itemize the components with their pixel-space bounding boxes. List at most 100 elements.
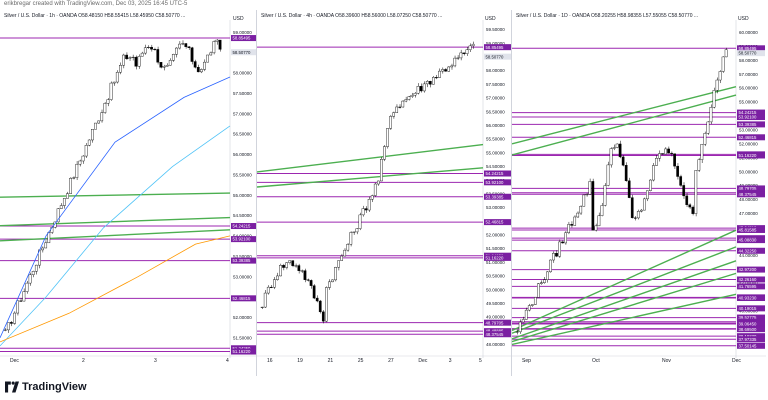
candle-body	[697, 159, 701, 171]
level-price-label	[737, 266, 765, 273]
candle-body	[401, 100, 405, 108]
level-price-label	[484, 179, 511, 186]
level-price-label	[231, 223, 256, 230]
chart-canvas-4h[interactable]: 59.5000059.0000058.5000058.0000057.50000…	[257, 10, 511, 376]
level-price-text: 48.79705	[739, 186, 758, 191]
candle-body	[410, 94, 414, 97]
candle-body	[444, 69, 447, 72]
panel-divider[interactable]	[511, 10, 512, 376]
candle-body	[447, 66, 451, 72]
level-price-label	[231, 35, 256, 42]
current-price-label	[231, 49, 256, 56]
footer: TradingView	[0, 376, 768, 400]
candle-body	[676, 165, 680, 177]
candle-body	[309, 280, 313, 286]
candle-body	[106, 99, 110, 104]
price-tick-label: 58.00000	[486, 68, 505, 73]
price-tick-label: 55.50000	[233, 172, 252, 177]
price-tick-label: 51.00000	[486, 260, 505, 265]
level-price-text: 37.50145	[739, 343, 758, 348]
trend-line[interactable]	[512, 272, 737, 343]
trend-line[interactable]	[257, 143, 484, 173]
candle-body	[81, 155, 85, 162]
level-price-text: 48.48885	[486, 329, 505, 334]
candle-body	[561, 241, 564, 244]
trend-line[interactable]	[512, 94, 737, 156]
candle-body	[203, 61, 206, 70]
level-price-label	[484, 219, 511, 226]
level-price-text: 52.46815	[233, 296, 252, 301]
trend-line[interactable]	[512, 246, 737, 334]
level-price-label	[737, 247, 765, 254]
candle-body	[428, 81, 432, 85]
level-price-text: 54.24215	[739, 110, 758, 115]
candle-body	[419, 86, 423, 92]
candle-body	[431, 77, 435, 85]
candle-body	[97, 120, 100, 124]
level-price-text: 51.16220	[233, 349, 252, 354]
candle-body	[376, 180, 380, 185]
candle-body	[171, 54, 175, 61]
candle-body	[664, 148, 667, 155]
level-price-label	[737, 237, 765, 244]
currency-label: USD	[233, 16, 244, 22]
tradingview-logo-icon[interactable]	[5, 381, 19, 393]
candle-body	[103, 103, 107, 113]
price-tick-label: 52.00000	[739, 141, 758, 146]
level-price-text: 48.79705	[486, 320, 505, 325]
candle-body	[140, 52, 144, 57]
trend-line[interactable]	[0, 192, 231, 198]
trend-line[interactable]	[0, 229, 231, 242]
chart-panel-1h[interactable]: 59.0000058.5000058.0000057.5000057.00000…	[0, 10, 256, 374]
candle-body	[555, 252, 558, 257]
chart-caption: erikbregar created with TradingView.com,…	[4, 1, 188, 7]
currency-label: USD	[485, 16, 496, 22]
candle-body	[28, 274, 32, 284]
candle-body	[453, 57, 457, 67]
time-tick-label: 21	[328, 358, 334, 364]
trend-line[interactable]	[512, 260, 737, 340]
trend-line[interactable]	[512, 229, 737, 332]
level-price-text: 40.93230	[739, 296, 758, 301]
candle-body	[646, 190, 649, 200]
candle-body	[364, 208, 368, 211]
candle-body	[90, 129, 94, 141]
candle-body	[312, 285, 316, 299]
chart-panel-1d[interactable]: 60.0000059.0000058.0000057.0000056.00000…	[512, 10, 768, 374]
candle-body	[546, 271, 549, 280]
trend-line[interactable]	[0, 216, 231, 227]
candle-body	[709, 107, 713, 123]
price-tick-label: 53.50000	[233, 254, 252, 259]
candle-body	[603, 185, 607, 206]
time-tick-label: 25	[358, 358, 364, 364]
price-tick-label: 57.00000	[233, 111, 252, 116]
candle-body	[471, 43, 475, 47]
candle-body	[591, 181, 595, 231]
chart-canvas-1h[interactable]: 59.0000058.5000058.0000057.5000057.00000…	[0, 10, 256, 376]
candle-body	[125, 54, 129, 60]
price-tick-label: 52.00000	[233, 315, 252, 320]
chart-panel-4h[interactable]: 59.5000059.0000058.5000058.0000057.50000…	[257, 10, 511, 374]
chart-canvas-1d[interactable]: 60.0000059.0000058.0000057.0000056.00000…	[512, 10, 768, 376]
candle-body	[193, 61, 197, 68]
candle-body	[633, 217, 637, 219]
level-price-label	[737, 295, 765, 302]
current-price-label	[737, 50, 765, 57]
trend-line[interactable]	[512, 293, 737, 346]
candle-body	[285, 262, 288, 268]
candle-body	[72, 177, 76, 179]
candle-body	[334, 267, 337, 281]
candle-body	[343, 249, 347, 257]
trend-line[interactable]	[257, 167, 484, 188]
candle-body	[530, 304, 534, 306]
candle-body	[540, 282, 543, 284]
trend-line[interactable]	[512, 86, 737, 145]
level-price-label	[737, 305, 765, 312]
candle-body	[137, 56, 141, 67]
candle-body	[700, 143, 704, 160]
candle-body	[19, 300, 23, 302]
candle-body	[115, 71, 119, 83]
candle-body	[199, 69, 203, 73]
panel-divider[interactable]	[256, 10, 257, 376]
candle-body	[10, 322, 13, 324]
